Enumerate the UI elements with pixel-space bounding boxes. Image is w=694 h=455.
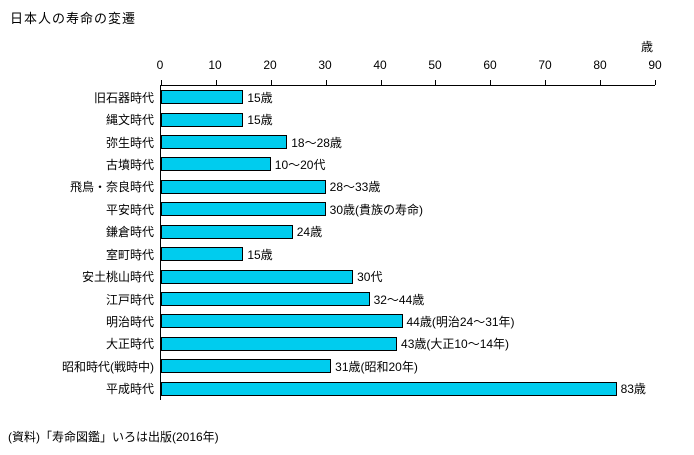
category-label: 平成時代 — [105, 382, 154, 397]
chart-row: 鎌倉時代 24歳 — [106, 221, 655, 243]
chart-row: 旧石器時代 15歳 — [94, 86, 655, 108]
chart-row: 江戸時代 32～44歳 — [106, 288, 655, 310]
value-label: 83歳 — [620, 382, 646, 397]
chart-row: 縄文時代 15歳 — [106, 108, 655, 130]
category-label: 江戸時代 — [105, 292, 154, 307]
x-axis-tick-label: 70 — [538, 58, 552, 72]
value-label: 43歳(大正10～14年) — [401, 337, 510, 352]
bar — [161, 247, 244, 262]
bar — [161, 202, 326, 217]
category-label: 昭和時代(戦時中) — [62, 359, 154, 374]
x-axis-tick-mark — [325, 80, 327, 85]
chart-row: 大正時代 43歳(大正10～14年) — [106, 333, 655, 355]
category-label: 古墳時代 — [105, 157, 154, 172]
value-label: 31歳(昭和20年) — [335, 359, 418, 374]
category-label: 縄文時代 — [105, 113, 154, 128]
x-axis-tick-label: 90 — [648, 58, 662, 72]
value-label: 15歳 — [247, 113, 273, 128]
x-axis-tick-mark — [435, 80, 437, 85]
bar — [161, 112, 244, 127]
value-label: 30代 — [357, 270, 383, 285]
bar — [161, 381, 617, 396]
category-label: 大正時代 — [105, 337, 154, 352]
chart-row: 飛鳥・奈良時代 28～33歳 — [70, 176, 655, 198]
x-axis-tick-label: 50 — [428, 58, 442, 72]
bar — [161, 314, 403, 329]
category-label: 鎌倉時代 — [105, 225, 154, 240]
source-note: (資料)「寿命図鑑」いろは出版(2016年) — [8, 430, 219, 444]
chart-row: 安土桃山時代 30代 — [82, 265, 655, 287]
value-label: 10～20代 — [274, 157, 326, 172]
x-axis-tick-mark — [545, 80, 547, 85]
value-label: 30歳(貴族の寿命) — [329, 202, 423, 217]
x-axis-tick-mark — [270, 80, 272, 85]
value-label: 28～33歳 — [329, 180, 381, 195]
chart-row: 平成時代 83歳 — [106, 377, 655, 399]
chart-title: 日本人の寿命の変遷 — [10, 11, 137, 26]
bar — [161, 90, 244, 105]
bar — [161, 224, 293, 239]
x-axis-tick-mark — [215, 80, 217, 85]
value-label: 24歳 — [296, 225, 323, 240]
x-axis-tick-labels: 0 10 20 30 40 50 60 70 80 90 — [156, 58, 662, 74]
category-label: 安土桃山時代 — [81, 270, 154, 285]
x-axis-tick-mark — [490, 80, 492, 85]
x-axis-tick-label: 30 — [318, 58, 332, 72]
x-axis-tick-mark — [600, 80, 602, 85]
bar — [161, 135, 288, 150]
x-axis-unit-label: 歳 — [641, 40, 654, 54]
chart-row: 古墳時代 10～20代 — [106, 153, 655, 175]
plot-area: 旧石器時代 15歳 縄文時代 15歳 弥生時代 18～28歳 古墳時代 10～20代 飛鳥・奈良… — [62, 80, 656, 400]
x-axis-tick-label: 20 — [263, 58, 277, 72]
x-axis-tick-mark — [655, 80, 656, 85]
x-axis-tick-label: 10 — [208, 58, 222, 72]
bar — [161, 157, 271, 172]
chart-row: 室町時代 15歳 — [106, 243, 655, 265]
category-label: 室町時代 — [105, 247, 154, 262]
x-axis-tick-label: 0 — [156, 58, 164, 72]
chart-row: 明治時代 44歳(明治24～31年) — [106, 310, 655, 332]
category-label: 旧石器時代 — [93, 90, 154, 105]
x-axis-tick-label: 60 — [483, 58, 497, 72]
bar — [161, 336, 398, 351]
value-label: 15歳 — [247, 90, 273, 105]
chart-row: 昭和時代(戦時中) 31歳(昭和20年) — [62, 355, 655, 377]
bar — [161, 179, 326, 194]
x-axis-tick-label: 40 — [373, 58, 387, 72]
x-axis-tick-label: 80 — [593, 58, 607, 72]
bar — [161, 359, 332, 374]
value-label: 32～44歳 — [373, 292, 425, 307]
bar — [161, 292, 370, 306]
category-label: 明治時代 — [105, 314, 154, 329]
chart-row: 弥生時代 18～28歳 — [106, 131, 655, 153]
value-label: 15歳 — [247, 247, 273, 262]
value-label: 44歳(明治24～31年) — [406, 314, 515, 329]
chart-row: 平安時代 30歳(貴族の寿命) — [106, 198, 655, 220]
category-label: 平安時代 — [105, 202, 154, 217]
category-label: 弥生時代 — [105, 135, 154, 150]
x-axis-tick-mark — [161, 80, 162, 85]
value-label: 18～28歳 — [291, 135, 342, 150]
bar — [161, 269, 354, 284]
category-label: 飛鳥・奈良時代 — [69, 180, 154, 195]
x-axis-tick-mark — [380, 80, 382, 85]
